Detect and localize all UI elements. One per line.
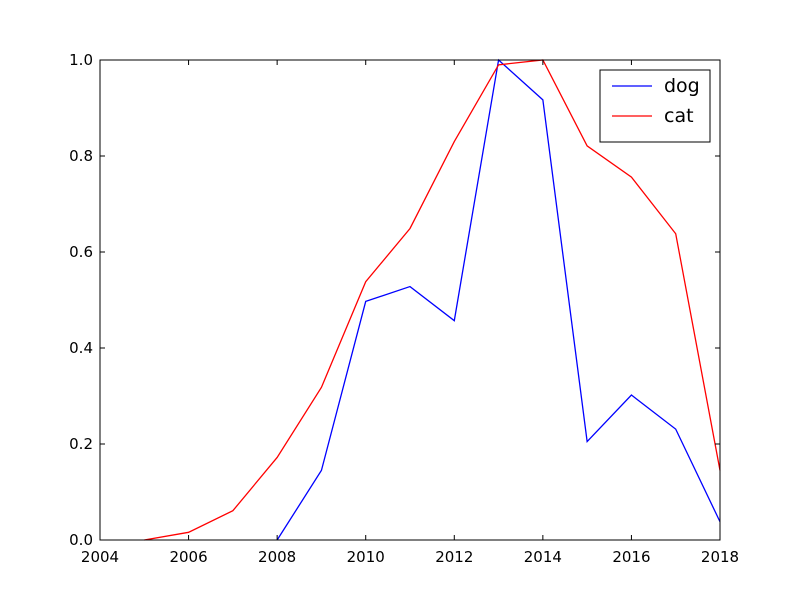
ticks-layer: 2004 2006 2008 2010 2012 2014 2016 2018 0.0 0.2 0.… [69,51,739,566]
y-tick-label: 0.2 [69,435,93,453]
x-tick-label: 2014 [524,548,562,566]
y-tick-label: 0.4 [69,339,93,357]
legend: dog cat [599,69,711,143]
x-tick-label: 2018 [701,548,739,566]
x-tick-label: 2012 [435,548,473,566]
legend-label-dog: dog [664,75,700,97]
x-tick-label: 2006 [169,548,207,566]
y-tick-label: 0.8 [69,147,93,165]
series-line-cat [144,59,721,541]
y-tick-label: 1.0 [69,51,93,69]
x-tick-label: 2016 [612,548,650,566]
x-tick-label: 2010 [347,548,385,566]
legend-label-cat: cat [664,105,694,127]
plot-frame [99,59,721,541]
x-tick-label: 2008 [258,548,296,566]
y-tick-label: 0.0 [69,531,93,549]
x-tick-label: 2004 [81,548,119,566]
y-tick-label: 0.6 [69,243,93,261]
legend-box [599,69,711,143]
